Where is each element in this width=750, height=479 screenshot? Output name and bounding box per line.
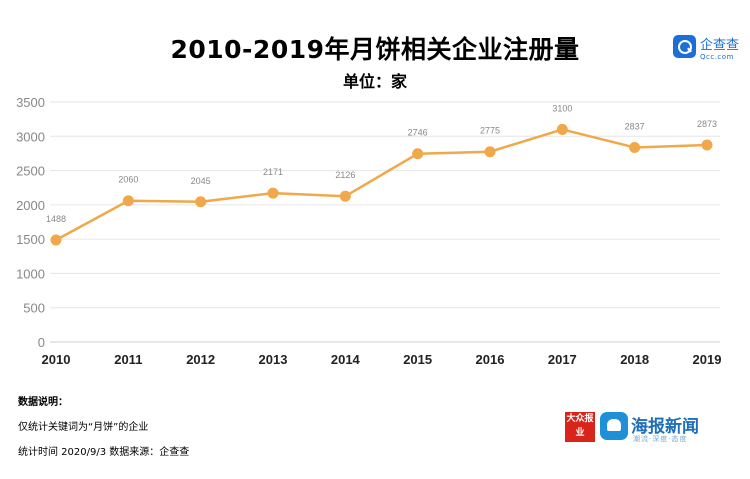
data-point xyxy=(267,187,279,199)
x-tick-label: 2014 xyxy=(331,352,361,367)
data-point xyxy=(195,196,207,208)
data-label: 2060 xyxy=(118,175,138,185)
haibao-logo-subtitle: 潮流·深度·态度 xyxy=(633,435,688,443)
chart-title: 2010-2019年月饼相关企业注册量 xyxy=(170,35,580,64)
y-tick-label: 0 xyxy=(38,335,45,350)
data-point xyxy=(556,123,568,135)
y-tick-label: 3000 xyxy=(16,129,45,144)
y-tick-label: 3500 xyxy=(16,95,45,110)
data-point xyxy=(701,139,713,151)
data-label: 2126 xyxy=(335,170,355,180)
haibao-logo-text: 海报新闻 xyxy=(631,417,699,437)
y-tick-label: 1500 xyxy=(16,232,45,247)
data-label: 2837 xyxy=(625,121,645,131)
x-tick-label: 2017 xyxy=(548,352,577,367)
data-point xyxy=(122,195,134,207)
y-tick-label: 2500 xyxy=(16,164,45,179)
qcc-logo: 企查查 Qcc.com xyxy=(673,33,747,65)
chart-subtitle: 单位：家 xyxy=(342,72,407,91)
data-label: 2746 xyxy=(408,128,428,138)
x-tick-label: 2016 xyxy=(476,352,505,367)
x-tick-label: 2015 xyxy=(403,352,432,367)
x-tick-label: 2018 xyxy=(620,352,649,367)
haibao-logo-icon xyxy=(600,412,628,440)
data-label: 2775 xyxy=(480,126,500,136)
qcc-search-icon xyxy=(673,35,696,58)
qcc-logo-name: 企查查 xyxy=(700,38,740,53)
data-point xyxy=(50,234,62,246)
y-tick-label: 1000 xyxy=(16,266,45,281)
x-tick-label: 2010 xyxy=(42,352,71,367)
data-point xyxy=(412,148,424,160)
x-tick-label: 2013 xyxy=(259,352,288,367)
notes-heading: 数据说明： xyxy=(18,397,68,408)
y-tick-label: 2000 xyxy=(16,198,45,213)
x-tick-label: 2019 xyxy=(693,352,722,367)
data-label: 2045 xyxy=(191,176,211,186)
notes-line-1: 仅统计关键词为“月饼”的企业 xyxy=(18,422,149,433)
data-point xyxy=(339,190,351,202)
y-tick-label: 500 xyxy=(23,301,45,316)
series-line xyxy=(55,128,708,242)
x-tick-label: 2011 xyxy=(114,352,142,367)
x-tick-label: 2012 xyxy=(186,352,215,367)
dazhong-logo: 大众报业 xyxy=(565,412,595,442)
data-label: 2171 xyxy=(263,167,283,177)
qcc-logo-domain: Qcc.com xyxy=(700,53,734,61)
data-label: 1488 xyxy=(46,214,66,224)
data-point xyxy=(629,141,641,153)
data-label: 3100 xyxy=(552,103,572,113)
data-label: 2873 xyxy=(697,119,717,129)
data-point xyxy=(484,146,496,158)
notes-line-2: 统计时间 2020/9/3 数据来源：企查查 xyxy=(18,447,190,458)
